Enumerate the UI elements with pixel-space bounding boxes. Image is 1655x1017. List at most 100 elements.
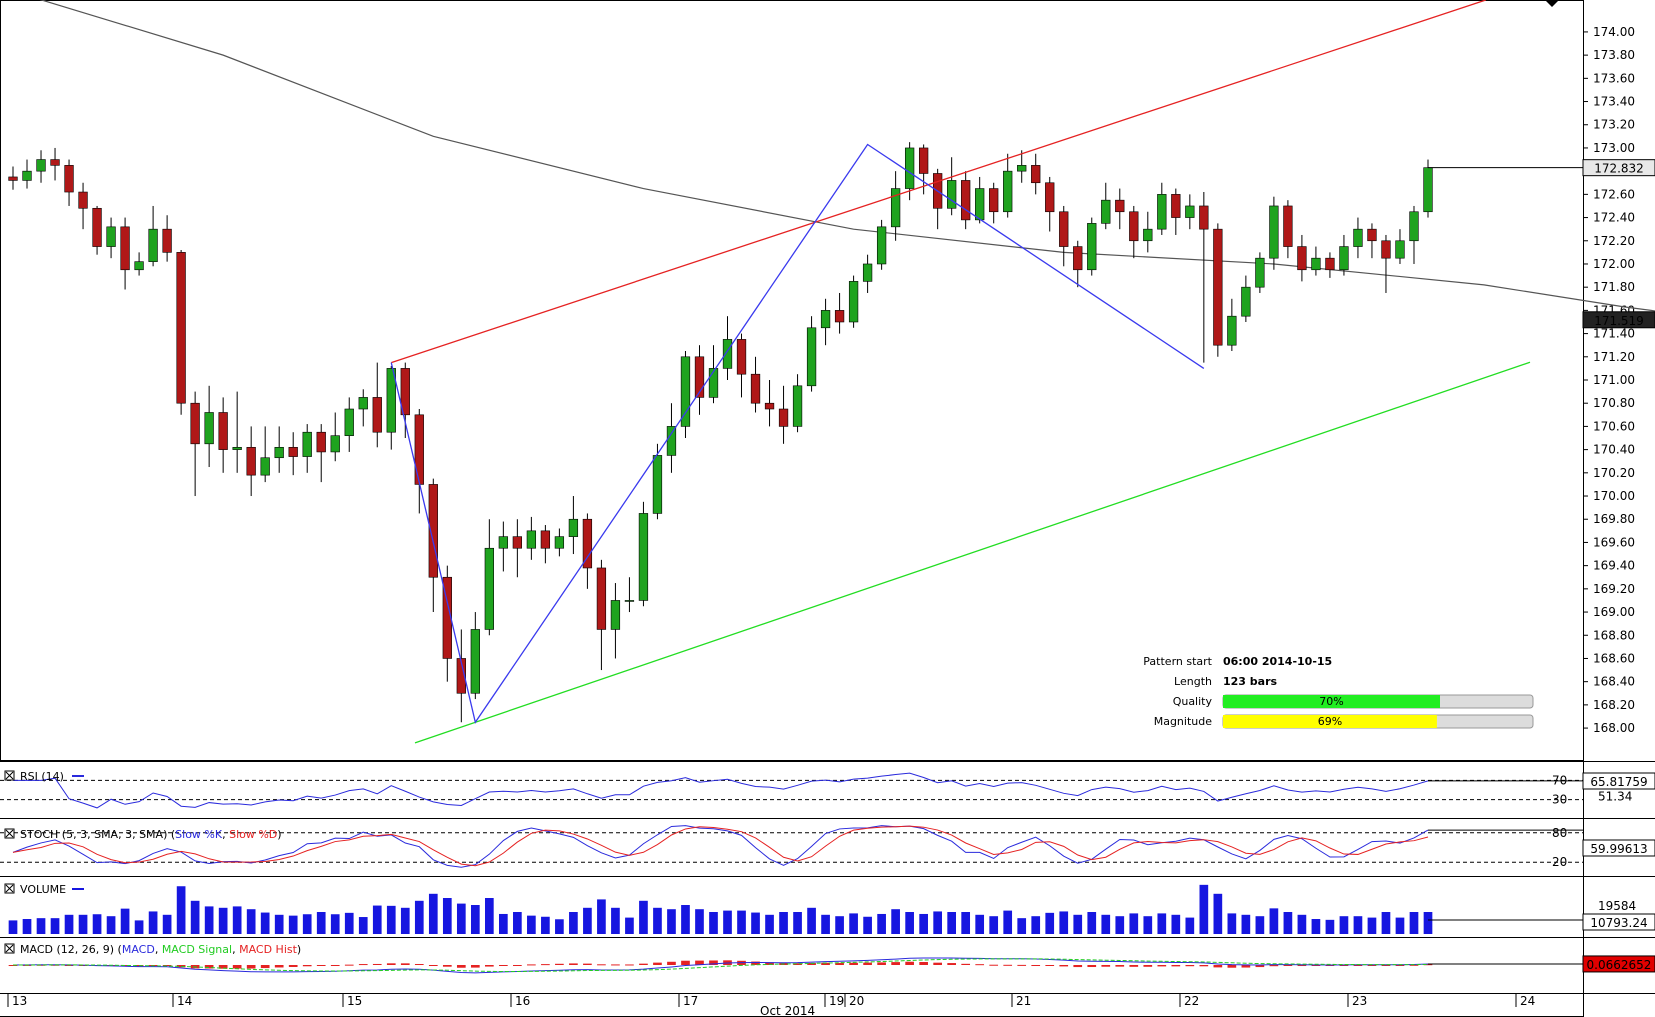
candle <box>358 389 368 427</box>
candle <box>638 501 649 607</box>
macd-hist-bar <box>1129 965 1139 967</box>
candle <box>989 182 999 224</box>
candle-body <box>862 263 873 282</box>
candle <box>1101 182 1111 230</box>
volume-bar <box>555 919 564 934</box>
macd-hist-bar <box>933 962 942 965</box>
candle-body <box>904 147 915 189</box>
volume-bar <box>400 907 410 934</box>
candle-body <box>568 518 579 537</box>
x-month-label: Oct 2014 <box>760 1004 815 1017</box>
magnitude-label: Magnitude <box>1154 715 1213 728</box>
x-day-label: 22 <box>1184 994 1199 1008</box>
volume-bar <box>583 907 592 934</box>
candle <box>1059 205 1069 267</box>
pattern-info-box: Pattern start 06:00 2014-10-15 Length 123 b… <box>1143 655 1534 729</box>
volume-bar <box>1367 917 1377 934</box>
macd-hist-bar <box>681 960 690 965</box>
macd-hist-bar <box>260 965 270 969</box>
y-tick-label: 172.60 <box>1593 187 1635 201</box>
volume-bar <box>541 916 550 934</box>
candle <box>820 298 831 346</box>
volume-toggle-icon <box>4 883 15 894</box>
macd-legend-sep2: , <box>232 943 239 956</box>
volume-bar <box>527 915 536 934</box>
volume-bar <box>218 907 228 934</box>
y-tick-label: 170.40 <box>1593 443 1635 457</box>
x-day-label: 19 <box>829 994 844 1008</box>
candle <box>652 443 663 520</box>
volume-bar <box>975 914 985 934</box>
last-price-box <box>1582 159 1655 177</box>
candle-body <box>330 435 340 453</box>
volume-bar <box>1171 914 1181 934</box>
volume-bar <box>1381 912 1391 934</box>
macd-hist-bar <box>653 962 662 965</box>
volume-bar <box>414 900 424 934</box>
macd-hist-bar <box>527 964 536 966</box>
candle-body <box>1311 257 1321 271</box>
y-tick-label: 173.40 <box>1593 95 1635 109</box>
volume-bar <box>625 917 634 934</box>
candle <box>134 252 144 276</box>
volume-bar <box>1087 912 1097 934</box>
candle-body <box>750 373 761 404</box>
y-tick-label: 172.40 <box>1593 211 1635 225</box>
volume-bar <box>302 914 312 934</box>
channel-top-line <box>391 0 1487 364</box>
candle-body <box>22 170 32 181</box>
y-tick-label: 169.60 <box>1593 535 1635 549</box>
candle <box>1185 194 1195 230</box>
macd-hist-bar <box>863 962 872 965</box>
macd-hist-bar <box>835 962 844 965</box>
volume-bar <box>1185 917 1195 934</box>
macd-hist-bar <box>1073 965 1083 968</box>
candle-body <box>120 226 130 271</box>
candle <box>204 385 214 468</box>
ma-price-box <box>1582 311 1655 329</box>
y-tick-label: 173.00 <box>1593 141 1635 155</box>
y-tick-label: 170.60 <box>1593 419 1635 433</box>
magnitude-meter-fill <box>1223 715 1437 728</box>
candle <box>1143 211 1153 253</box>
macd-hist-bar <box>1381 965 1391 966</box>
macd-hist-bar <box>751 961 760 965</box>
candle-body <box>1423 167 1433 213</box>
volume-bar <box>316 912 326 934</box>
candle-body <box>176 252 186 404</box>
volume-bar <box>737 910 746 934</box>
candle-body <box>1283 205 1293 247</box>
candle-body <box>526 530 537 549</box>
macd-hist-bar <box>1227 965 1237 968</box>
candle <box>1213 223 1223 357</box>
candle-body <box>1269 205 1279 259</box>
macd-hist-bar <box>456 965 466 968</box>
candle <box>120 217 130 290</box>
candle <box>1157 182 1167 235</box>
volume-bar <box>1339 916 1349 934</box>
volume-bar <box>1129 913 1139 934</box>
candle-body <box>36 159 46 172</box>
candle-body <box>1017 165 1027 172</box>
macd-hist-bar <box>695 960 704 965</box>
candle <box>1367 223 1377 259</box>
y-tick-label: 173.20 <box>1593 118 1635 132</box>
candle-body <box>288 446 298 457</box>
volume-bar <box>1213 893 1223 934</box>
x-day-label: 16 <box>515 994 530 1008</box>
x-day-label: 15 <box>347 994 362 1008</box>
pattern-start-label: Pattern start <box>1143 655 1212 668</box>
candle <box>302 424 312 473</box>
candle <box>1283 200 1293 259</box>
macd-hist-bar <box>919 961 928 965</box>
y-tick-label: 174.00 <box>1593 25 1635 39</box>
volume-bar <box>1311 919 1321 934</box>
candle <box>708 345 719 404</box>
macd-toggle-icon <box>4 943 15 954</box>
quality-label: Quality <box>1173 695 1213 708</box>
candle <box>596 559 607 671</box>
macd-legend-close: ) <box>297 943 301 956</box>
volume-bar <box>78 914 88 934</box>
candle <box>680 350 691 439</box>
candle-body <box>1199 205 1209 230</box>
